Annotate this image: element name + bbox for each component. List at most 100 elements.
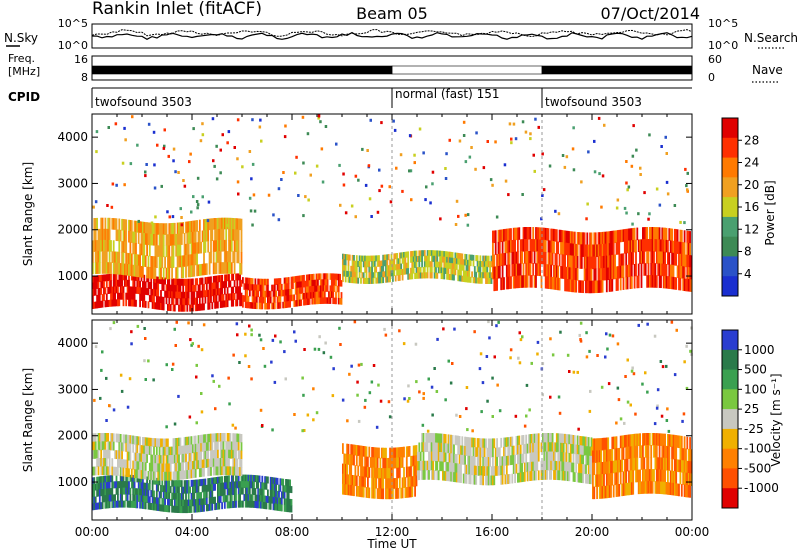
heatmap-cell bbox=[479, 438, 482, 449]
heatmap-cell bbox=[479, 261, 482, 268]
heatmap-cell bbox=[196, 460, 198, 470]
heatmap-cell bbox=[482, 456, 485, 467]
heatmap-cell bbox=[460, 264, 462, 271]
heatmap-cell bbox=[117, 494, 119, 502]
heatmap-cell bbox=[522, 435, 525, 445]
heatmap-cell bbox=[190, 285, 193, 293]
heatmap-cell bbox=[511, 445, 514, 456]
heatmap-cell bbox=[379, 488, 382, 500]
heatmap-cell bbox=[192, 278, 194, 286]
heatmap-cell bbox=[223, 217, 226, 230]
sparse-echo bbox=[302, 393, 305, 397]
heatmap-cell bbox=[290, 282, 293, 290]
heatmap-cell bbox=[222, 262, 225, 274]
heatmap-cell bbox=[592, 256, 594, 270]
heatmap-cell bbox=[472, 277, 475, 284]
heatmap-cell bbox=[93, 496, 96, 504]
heatmap-cell bbox=[187, 436, 190, 446]
heatmap-cell bbox=[122, 500, 125, 508]
heatmap-cell bbox=[122, 434, 125, 444]
sparse-echo bbox=[123, 183, 126, 187]
heatmap-cell bbox=[180, 266, 183, 279]
heatmap-cell bbox=[207, 240, 210, 253]
sparse-echo bbox=[383, 327, 386, 331]
heatmap-cell bbox=[483, 272, 486, 279]
sparse-echo bbox=[219, 171, 222, 175]
heatmap-cell bbox=[376, 255, 379, 262]
heatmap-cell bbox=[403, 467, 405, 478]
heatmap-cell bbox=[604, 437, 607, 451]
heatmap-cell bbox=[543, 239, 546, 253]
heatmap-cell bbox=[175, 480, 178, 487]
heatmap-cell bbox=[133, 435, 136, 445]
heatmap-cell bbox=[617, 448, 619, 461]
heatmap-cell bbox=[572, 267, 575, 281]
heatmap-cell bbox=[128, 500, 130, 508]
heatmap-cell bbox=[411, 262, 414, 269]
heatmap-cell bbox=[218, 476, 221, 484]
heatmap-cell bbox=[348, 271, 351, 278]
sparse-echo bbox=[250, 333, 253, 337]
heatmap-cell bbox=[565, 443, 568, 454]
sparse-echo bbox=[339, 203, 342, 207]
heatmap-cell bbox=[601, 268, 604, 281]
heatmap-cell bbox=[185, 493, 187, 501]
heatmap-cell bbox=[154, 267, 157, 280]
heatmap-cell bbox=[237, 500, 240, 508]
heatmap-cell bbox=[542, 239, 544, 253]
heatmap-cell bbox=[129, 474, 132, 482]
heatmap-cell bbox=[500, 465, 503, 476]
heatmap-cell bbox=[590, 280, 593, 294]
sparse-echo bbox=[388, 185, 391, 189]
sparse-echo bbox=[346, 419, 349, 423]
heatmap-cell bbox=[646, 457, 648, 470]
sparse-echo bbox=[637, 323, 640, 327]
heatmap-cell bbox=[397, 269, 400, 276]
heatmap-cell bbox=[112, 293, 115, 300]
heatmap-cell bbox=[486, 272, 489, 279]
heatmap-cell bbox=[175, 446, 178, 456]
heatmap-cell bbox=[251, 474, 254, 482]
heatmap-cell bbox=[219, 458, 222, 467]
heatmap-cell bbox=[190, 499, 193, 507]
heatmap-cell bbox=[625, 277, 628, 290]
heatmap-cell bbox=[607, 437, 610, 450]
heatmap-cell bbox=[597, 268, 600, 281]
heatmap-cell bbox=[140, 243, 143, 256]
heatmap-cell bbox=[673, 459, 676, 472]
heatmap-cell bbox=[115, 251, 118, 264]
heatmap-cell bbox=[432, 442, 435, 453]
heatmap-cell bbox=[171, 499, 173, 507]
heatmap-cell bbox=[217, 281, 219, 289]
heatmap-cell bbox=[257, 494, 260, 502]
nave-tick-high: 60 bbox=[708, 53, 722, 66]
heatmap-cell bbox=[415, 455, 418, 466]
heatmap-cell bbox=[133, 265, 136, 277]
heatmap-cell bbox=[230, 488, 233, 496]
heatmap-cell bbox=[426, 261, 429, 268]
heatmap-cell bbox=[378, 260, 380, 267]
heatmap-cell bbox=[205, 491, 208, 499]
heatmap-cell bbox=[100, 300, 103, 308]
heatmap-cell bbox=[101, 281, 104, 289]
heatmap-cell bbox=[465, 259, 468, 266]
heatmap-cell bbox=[244, 494, 247, 502]
heatmap-cell bbox=[110, 286, 112, 294]
heatmap-cell bbox=[689, 437, 691, 450]
heatmap-cell bbox=[596, 438, 598, 451]
heatmap-cell bbox=[283, 277, 286, 285]
heatmap-cell bbox=[532, 452, 535, 463]
heatmap-cell bbox=[115, 279, 118, 287]
heatmap-cell bbox=[154, 223, 157, 235]
heatmap-cell bbox=[196, 253, 198, 266]
heatmap-cell bbox=[428, 433, 430, 443]
heatmap-cell bbox=[198, 284, 201, 292]
heatmap-cell bbox=[183, 499, 186, 507]
heatmap-cell bbox=[512, 251, 515, 265]
sparse-echo bbox=[147, 359, 150, 363]
heatmap-cell bbox=[578, 454, 580, 465]
heatmap-cell bbox=[654, 457, 657, 470]
heatmap-cell bbox=[98, 262, 101, 274]
heatmap-cell bbox=[668, 434, 671, 447]
sparse-echo bbox=[673, 373, 677, 377]
